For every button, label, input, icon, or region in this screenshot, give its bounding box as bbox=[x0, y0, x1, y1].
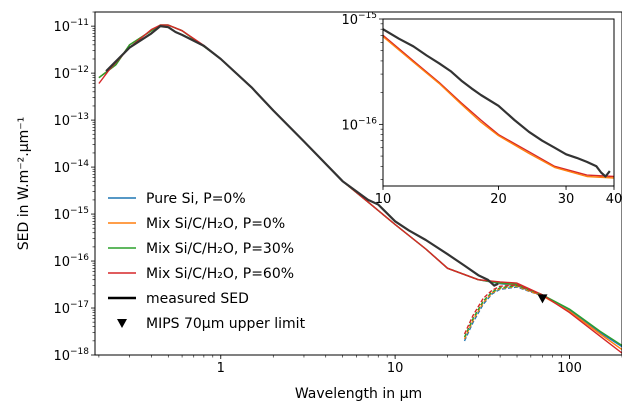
x-axis-label: Wavelength in μm bbox=[295, 386, 422, 402]
inset-y-tick-label: 10−16 bbox=[341, 116, 377, 133]
inset-axes-frame bbox=[382, 18, 615, 187]
legend: Pure Si, P=0% Mix Si/C/H₂O, P=0% Mix Si/C/… bbox=[108, 191, 306, 332]
inset-x-tick-label: 40 bbox=[606, 192, 622, 207]
tick-exponent: −16 bbox=[70, 253, 89, 263]
tick-base: 10 bbox=[53, 114, 70, 129]
main-x-tick-label: 1 bbox=[217, 361, 225, 376]
inset-series-line bbox=[383, 28, 611, 178]
main-x-tick-label: 100 bbox=[557, 361, 582, 376]
tick-exponent: −13 bbox=[70, 112, 89, 122]
inset-y-tick-label: 10−15 bbox=[341, 11, 377, 28]
tick-exponent: −18 bbox=[70, 347, 89, 357]
legend-label: Pure Si, P=0% bbox=[146, 191, 246, 207]
main-y-tick-label: 10−14 bbox=[53, 159, 89, 176]
tick-base: 10 bbox=[53, 255, 70, 270]
tick-base: 10 bbox=[53, 67, 70, 82]
tick-exponent: −15 bbox=[70, 206, 89, 216]
main-series-line bbox=[463, 284, 543, 335]
tick-base: 10 bbox=[53, 208, 70, 223]
legend-label: MIPS 70μm upper limit bbox=[146, 316, 306, 332]
inset-series-line bbox=[383, 36, 614, 179]
tick-base: 10 bbox=[341, 13, 358, 28]
tick-exponent: −11 bbox=[70, 18, 89, 28]
tick-base: 10 bbox=[53, 302, 70, 317]
main-y-tick-label: 10−13 bbox=[53, 112, 89, 129]
tick-exponent: −16 bbox=[358, 116, 377, 126]
tick-base: 10 bbox=[53, 349, 70, 364]
tick-exponent: −14 bbox=[70, 159, 89, 169]
tick-exponent: −17 bbox=[70, 300, 89, 310]
inset-x-tick-label: 30 bbox=[558, 192, 575, 207]
main-axes-frame bbox=[94, 11, 622, 356]
legend-label: Mix Si/C/H₂O, P=30% bbox=[146, 241, 294, 257]
inset-background bbox=[383, 19, 614, 186]
main-y-tick-label: 10−12 bbox=[53, 65, 89, 82]
tick-base: 10 bbox=[341, 118, 358, 133]
main-x-tick-label: 10 bbox=[387, 361, 404, 376]
legend-marker bbox=[117, 319, 127, 328]
main-y-tick-label: 10−18 bbox=[53, 347, 89, 364]
tick-base: 10 bbox=[53, 20, 70, 35]
legend-label: Mix Si/C/H₂O, P=60% bbox=[146, 266, 294, 282]
main-y-tick-label: 10−15 bbox=[53, 206, 89, 223]
y-axis-label: SED in W.m⁻².μm⁻¹ bbox=[16, 117, 32, 251]
inset-x-tick-label: 20 bbox=[490, 192, 507, 207]
main-y-tick-label: 10−17 bbox=[53, 300, 89, 317]
tick-base: 10 bbox=[53, 161, 70, 176]
main-panel: 1 10 10010−1110−1210−1310−1410−1510−1610−1… bbox=[16, 11, 622, 402]
inset-x-tick-label: 10 bbox=[375, 192, 392, 207]
main-y-tick-label: 10−16 bbox=[53, 253, 89, 270]
legend-label: Mix Si/C/H₂O, P=0% bbox=[146, 216, 285, 232]
tick-exponent: −15 bbox=[358, 11, 377, 21]
mips-upper-limit-marker bbox=[537, 294, 548, 304]
inset-series-line bbox=[383, 34, 614, 178]
main-series-line bbox=[105, 25, 499, 287]
main-y-tick-label: 10−11 bbox=[53, 18, 89, 35]
tick-exponent: −12 bbox=[70, 65, 89, 75]
legend-label: measured SED bbox=[146, 291, 249, 307]
